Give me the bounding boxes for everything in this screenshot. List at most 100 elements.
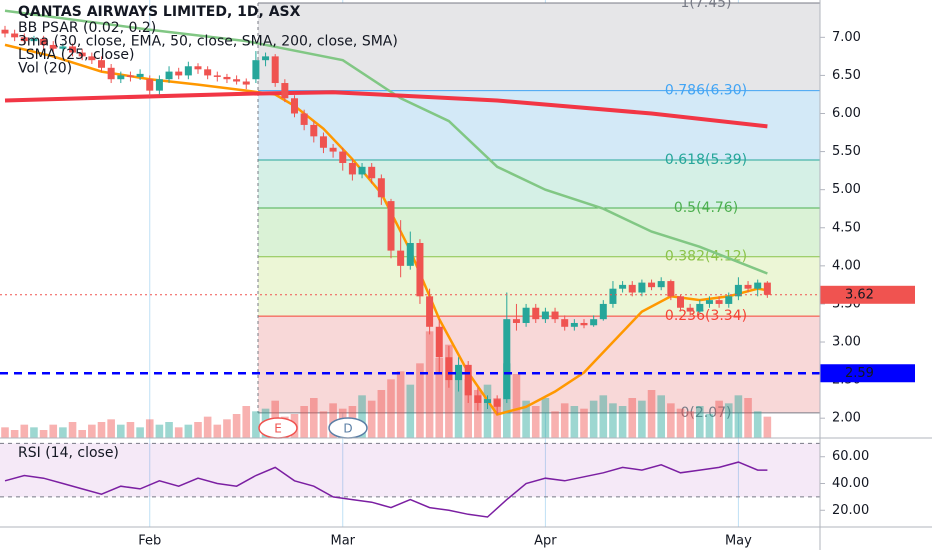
candle-body	[503, 319, 511, 400]
volume-bar	[1, 427, 9, 438]
candle-body	[11, 33, 19, 38]
price-pane: 1(7.45) 0.786(6.30) 0.618(5.39) 0.5(4.76) 0.…	[0, 0, 820, 438]
volume-bar	[155, 424, 164, 438]
y-tick-label: 6.50	[832, 68, 861, 83]
fib-band	[258, 207, 820, 257]
candle-body	[194, 66, 202, 70]
volume-bar	[435, 358, 444, 438]
candle-body	[455, 364, 463, 381]
volume-bar	[705, 414, 714, 438]
candle-body	[329, 147, 337, 152]
y-tick-label: 2.00	[832, 411, 861, 426]
volume-bar	[464, 379, 472, 438]
candle-body	[107, 67, 115, 80]
candle-body	[252, 60, 260, 80]
candle-body	[426, 296, 434, 327]
candle-body	[30, 38, 38, 42]
x-tick-label: Feb	[138, 534, 161, 549]
candle-body	[358, 166, 366, 175]
candle-body	[657, 281, 665, 288]
fib-label: 0.618(5.39)	[665, 152, 747, 168]
volume-bar	[49, 424, 58, 438]
candle-body	[126, 75, 134, 77]
y-tick-label: 4.00	[832, 258, 861, 273]
event-label: D	[343, 422, 352, 436]
volume-bar	[367, 400, 376, 438]
candle-body	[686, 307, 694, 312]
candle-body	[599, 303, 607, 320]
volume-bar	[618, 406, 627, 438]
candle-body	[98, 60, 105, 68]
volume-bar	[638, 400, 646, 438]
volume-bar	[609, 403, 617, 438]
volume-bar	[107, 419, 115, 438]
candle-body	[223, 76, 231, 80]
candle-body	[242, 81, 250, 85]
volume-bar	[145, 419, 154, 438]
candle-body	[667, 281, 675, 297]
price-label: 3.62	[845, 287, 874, 302]
fib-label: 0.786(6.30)	[665, 83, 747, 99]
candle-body	[69, 46, 77, 53]
volume-bar	[300, 406, 308, 438]
volume-bar	[377, 390, 386, 438]
candle-body	[146, 79, 154, 91]
volume-bar	[232, 414, 241, 438]
volume-bar	[425, 331, 434, 438]
volume-bar	[39, 430, 48, 438]
candle-body	[696, 303, 704, 312]
volume-bar	[310, 398, 318, 438]
volume-bar	[30, 427, 38, 438]
volume-bar	[20, 424, 29, 438]
volume-bar	[599, 395, 608, 438]
candle-body	[78, 52, 86, 57]
candle-body	[271, 56, 279, 84]
ma-line	[4, 90, 768, 129]
y-tick-label: 6.00	[832, 106, 861, 121]
y-tick-label: 7.00	[832, 30, 861, 45]
volume-bar	[396, 371, 405, 438]
candle-body	[155, 79, 163, 91]
candle-body	[59, 46, 67, 49]
candle-body	[184, 66, 192, 76]
candle-body	[744, 284, 752, 289]
candle-body	[628, 284, 636, 293]
fib-label: 0.382(4.12)	[665, 249, 747, 265]
candle-body	[387, 201, 395, 251]
volume-bar	[589, 400, 598, 438]
volume-bar	[78, 430, 86, 438]
candle-body	[281, 83, 289, 99]
volume-bar	[387, 379, 395, 438]
candle-body	[88, 56, 96, 61]
rsi-title: RSI (14, close)	[18, 445, 119, 461]
price-label: 2.59	[845, 366, 874, 381]
candle-body	[677, 296, 684, 308]
price-label-box	[820, 364, 915, 383]
candle-body	[348, 163, 356, 175]
volume-bar	[213, 424, 222, 438]
volume-bar	[406, 384, 415, 438]
volume-bar	[174, 427, 183, 438]
candle-body	[541, 311, 549, 320]
candle-body	[204, 69, 212, 76]
volume-bar	[126, 422, 135, 438]
candle-body	[638, 282, 646, 293]
volume-bar	[329, 403, 337, 438]
y-tick-label: 5.50	[832, 144, 861, 159]
volume-bar	[10, 430, 19, 438]
volume-bar	[667, 403, 675, 438]
volume-bar	[319, 411, 328, 438]
volume-bar	[242, 406, 251, 438]
candle-body	[136, 73, 144, 77]
volume-bar	[647, 390, 656, 438]
x-tick-label: Mar	[330, 534, 355, 549]
volume-bar	[165, 422, 173, 438]
volume-bar	[724, 403, 733, 438]
volume-bar	[570, 406, 579, 438]
candle-body	[551, 311, 559, 320]
fib-label: 0(2.07)	[680, 405, 731, 421]
indicator-label: BB PSAR (0.02, 0.2)	[18, 20, 156, 36]
volume-bar	[531, 406, 540, 438]
y-tick-label: 60.00	[832, 449, 869, 464]
candle-body	[619, 284, 627, 289]
